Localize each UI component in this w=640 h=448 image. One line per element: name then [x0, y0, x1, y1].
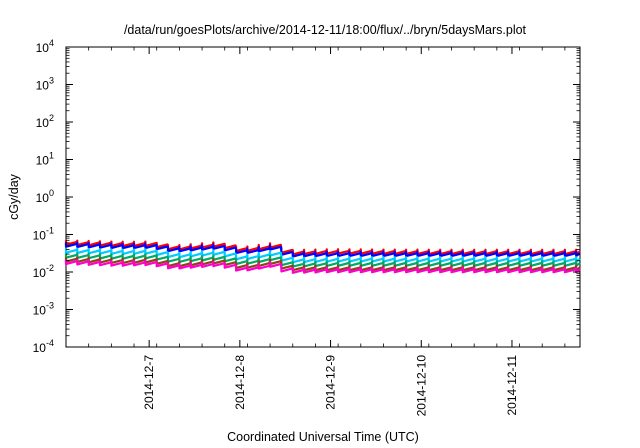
y-tick-base: 10	[36, 41, 50, 55]
y-tick-base: 10	[33, 229, 47, 243]
y-tick-base: 10	[33, 304, 47, 318]
y-axis-label: cGy/day	[7, 173, 21, 220]
y-tick-label: 10-1	[33, 226, 54, 243]
series-line-3	[64, 247, 581, 264]
x-tick-label: 2014-12-9	[324, 355, 338, 410]
chart-title: /data/run/goesPlots/archive/2014-12-11/1…	[124, 23, 527, 37]
y-tick-base: 10	[36, 116, 50, 130]
y-tick-label: 102	[36, 113, 54, 130]
y-tick-base: 10	[33, 341, 47, 355]
plot-area	[65, 46, 581, 348]
series-line-4	[64, 252, 581, 268]
y-tick-exponent: 0	[49, 188, 54, 198]
y-tick-base: 10	[36, 154, 50, 168]
y-tick-label: 103	[36, 76, 54, 93]
series-line-1	[64, 239, 581, 256]
x-axis-label: Coordinated Universal Time (UTC)	[227, 430, 419, 444]
series-layer	[64, 239, 581, 274]
y-tick-label: 10-2	[33, 263, 54, 280]
y-tick-exponent: 1	[49, 151, 54, 161]
y-tick-base: 10	[33, 266, 47, 280]
y-tick-exponent: -2	[46, 263, 54, 273]
series-line-5	[64, 256, 581, 272]
plot-frame	[65, 46, 581, 348]
y-tick-label: 100	[36, 188, 54, 205]
series-line-6	[64, 259, 581, 274]
y-tick-base: 10	[36, 191, 50, 205]
y-tick-exponent: -4	[46, 338, 54, 348]
y-tick-exponent: 3	[49, 76, 54, 86]
y-tick-exponent: 2	[49, 113, 54, 123]
y-tick-label: 101	[36, 151, 54, 168]
y-tick-label: 10-3	[33, 301, 54, 318]
y-tick-base: 10	[36, 79, 50, 93]
x-tick-label: 2014-12-10	[414, 355, 428, 417]
y-tick-label: 10-4	[33, 338, 54, 355]
y-tick-label: 104	[36, 38, 54, 55]
x-tick-label: 2014-12-8	[233, 355, 247, 410]
series-line-2	[64, 241, 581, 258]
y-tick-exponent: 4	[49, 38, 54, 48]
y-tick-exponent: -1	[46, 226, 54, 236]
x-tick-label: 2014-12-7	[142, 355, 156, 410]
x-tick-label: 2014-12-11	[505, 355, 519, 416]
y-tick-exponent: -3	[46, 301, 54, 311]
x-axis: 2014-12-7 2014-12-8 2014-12-9 2014-12-10 201…	[65, 47, 566, 417]
